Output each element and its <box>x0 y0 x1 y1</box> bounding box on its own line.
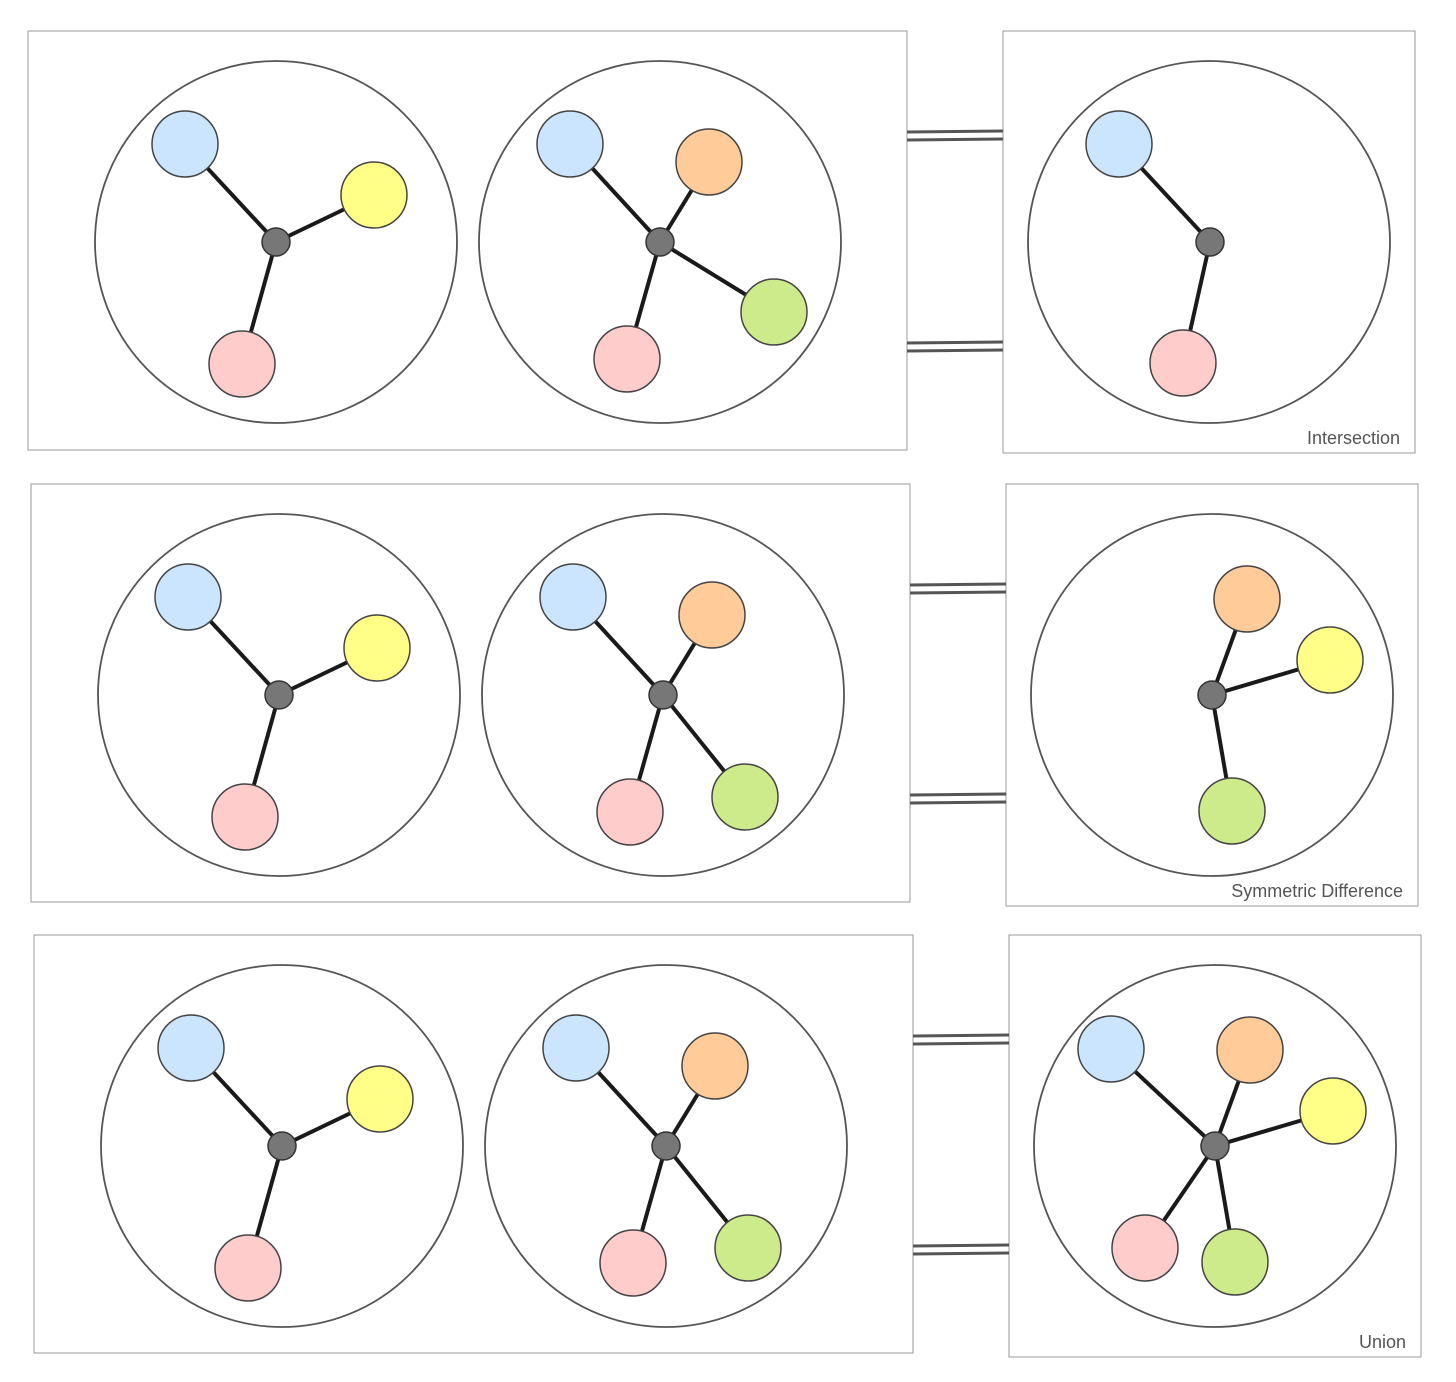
intersection-set-b-node-pink <box>593 325 661 393</box>
symmetric-difference-set-a <box>97 513 461 877</box>
intersection-label: Intersection <box>1307 428 1400 448</box>
symmetric-difference-set-a-hub-node <box>264 680 294 710</box>
intersection-result-node-pink <box>1149 329 1217 397</box>
intersection-result-set <box>1027 60 1391 424</box>
union-set-a-node-blue <box>157 1014 225 1082</box>
symmetric-difference-set-b-node-pink <box>596 778 664 846</box>
union-result-node-green <box>1201 1228 1269 1296</box>
union-set-b-node-orange <box>681 1032 749 1100</box>
symmetric-difference-set-b-node-green <box>711 763 779 831</box>
union-result-node-pink <box>1111 1214 1179 1282</box>
intersection-set-b-hub-node <box>645 227 675 257</box>
symmetric-difference-set-a-node-yellow <box>343 614 411 682</box>
intersection-connector-1 <box>906 129 1004 142</box>
intersection-set-b-node-blue <box>536 110 604 178</box>
intersection-set-a-hub-node <box>261 227 291 257</box>
symmetric-difference-set-b-hub-node <box>648 680 678 710</box>
union-label: Union <box>1359 1332 1406 1352</box>
symmetric-difference-set-b <box>481 513 845 877</box>
union-set-b-node-green <box>714 1214 782 1282</box>
intersection-set-a-node-pink <box>208 330 276 398</box>
intersection-connector-2 <box>906 340 1004 353</box>
union-result-node-yellow <box>1299 1077 1367 1145</box>
operation-row-union: Union <box>33 934 1422 1358</box>
symmetric-difference-connector-1 <box>909 582 1007 595</box>
symmetric-difference-result-set <box>1030 513 1394 877</box>
symmetric-difference-set-b-node-orange <box>678 581 746 649</box>
symmetric-difference-set-a-node-blue <box>154 563 222 631</box>
symmetric-difference-result-hub-node <box>1197 680 1227 710</box>
symmetric-difference-set-a-node-pink <box>211 783 279 851</box>
operation-row-intersection: Intersection <box>27 30 1416 454</box>
union-connector-2 <box>912 1243 1010 1256</box>
intersection-set-b-node-green <box>740 278 808 346</box>
union-result-node-blue <box>1077 1015 1145 1083</box>
intersection-result-node-blue <box>1085 110 1153 178</box>
intersection-set-a-node-blue <box>151 110 219 178</box>
union-set-a <box>100 964 464 1328</box>
union-set-b-node-pink <box>599 1229 667 1297</box>
operation-row-symmetric-difference: Symmetric Difference <box>30 483 1419 907</box>
union-set-b <box>484 964 848 1328</box>
union-set-b-hub-node <box>651 1131 681 1161</box>
union-set-b-node-blue <box>542 1014 610 1082</box>
union-set-a-hub-node <box>267 1131 297 1161</box>
union-result-node-orange <box>1216 1016 1284 1084</box>
union-connector-1 <box>912 1033 1010 1046</box>
symmetric-difference-result-node-green <box>1198 777 1266 845</box>
union-result-set <box>1033 964 1397 1328</box>
union-set-a-node-pink <box>214 1234 282 1302</box>
intersection-set-a <box>94 60 458 424</box>
symmetric-difference-set-b-node-blue <box>539 563 607 631</box>
intersection-set-b <box>478 60 842 424</box>
intersection-set-a-node-yellow <box>340 161 408 229</box>
intersection-result-hub-node <box>1195 227 1225 257</box>
intersection-set-b-node-orange <box>675 128 743 196</box>
union-result-hub-node <box>1200 1131 1230 1161</box>
symmetric-difference-connector-2 <box>909 792 1007 805</box>
union-set-a-node-yellow <box>346 1065 414 1133</box>
symmetric-difference-result-node-orange <box>1213 565 1281 633</box>
symmetric-difference-label: Symmetric Difference <box>1231 881 1403 901</box>
symmetric-difference-result-node-yellow <box>1296 626 1364 694</box>
